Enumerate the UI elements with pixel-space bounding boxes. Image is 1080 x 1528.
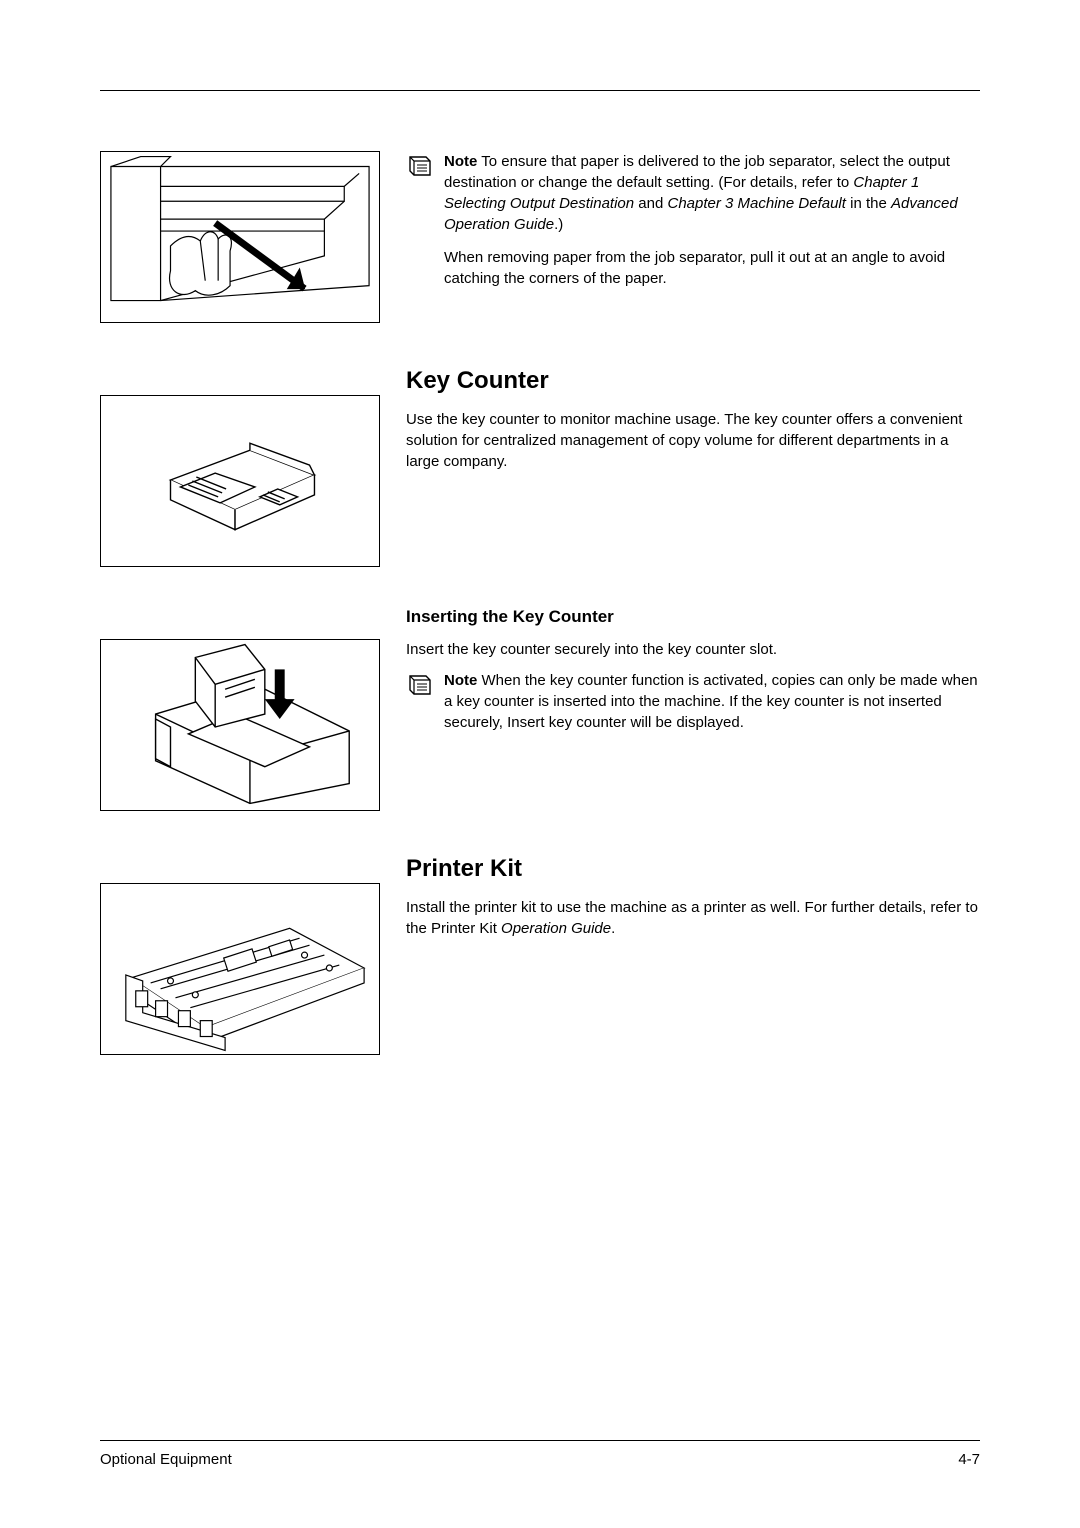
and-word: and: [634, 195, 667, 212]
section-job-separator: Note To ensure that paper is delivered t…: [100, 151, 980, 323]
diagram-insert-wrap: [100, 607, 380, 811]
diagram-key-counter-wrap: [100, 363, 380, 567]
section-printer-kit: Printer Kit Install the printer kit to u…: [100, 851, 980, 1055]
printer-kit-a: Install the printer kit to use the machi…: [406, 899, 978, 937]
note1-tail: .): [554, 216, 563, 233]
subheading-insert: Inserting the Key Counter: [406, 607, 980, 627]
heading-printer-kit: Printer Kit: [406, 855, 980, 883]
note-text-2: Note When the key counter function is ac…: [444, 670, 980, 733]
top-rule: [100, 90, 980, 91]
diagram-printer-kit: [100, 883, 380, 1055]
diagram-printer-kit-wrap: [100, 851, 380, 1055]
diagram-job-separator: [100, 151, 380, 323]
note-text-1: Note To ensure that paper is delivered t…: [444, 151, 980, 235]
diagram-key-counter: [100, 395, 380, 567]
section-insert-key-counter: Inserting the Key Counter Insert the key…: [100, 607, 980, 811]
footer-rule: [100, 1440, 980, 1441]
printer-kit-tail: .: [611, 920, 615, 937]
printer-kit-text: Printer Kit Install the printer kit to u…: [406, 851, 980, 1055]
insert-body: Insert the key counter securely into the…: [406, 639, 980, 660]
insert-key-counter-text: Inserting the Key Counter Insert the key…: [406, 607, 980, 811]
footer-left: Optional Equipment: [100, 1451, 232, 1468]
note-job-separator: Note To ensure that paper is delivered t…: [406, 151, 980, 323]
printer-kit-body: Install the printer kit to use the machi…: [406, 897, 980, 939]
diagram-insert-key-counter: [100, 639, 380, 811]
note-label-1: Note: [444, 153, 477, 170]
page-footer: Optional Equipment 4-7: [100, 1440, 980, 1468]
note-body-2: When the key counter function is activat…: [444, 672, 978, 731]
note-icon: [406, 151, 434, 235]
key-counter-text: Key Counter Use the key counter to monit…: [406, 363, 980, 567]
diagram-job-separator-wrap: [100, 151, 380, 323]
heading-key-counter: Key Counter: [406, 367, 980, 395]
in-the: in the: [846, 195, 891, 212]
key-counter-body: Use the key counter to monitor machine u…: [406, 409, 980, 472]
ref-chapter3: Chapter 3 Machine Default: [668, 195, 846, 212]
note-icon: [406, 670, 434, 733]
note-label-2: Note: [444, 672, 477, 689]
printer-kit-ref: Operation Guide: [501, 920, 611, 937]
note1-para2: When removing paper from the job separat…: [444, 247, 980, 289]
footer-right: 4-7: [958, 1451, 980, 1468]
section-key-counter: Key Counter Use the key counter to monit…: [100, 363, 980, 567]
